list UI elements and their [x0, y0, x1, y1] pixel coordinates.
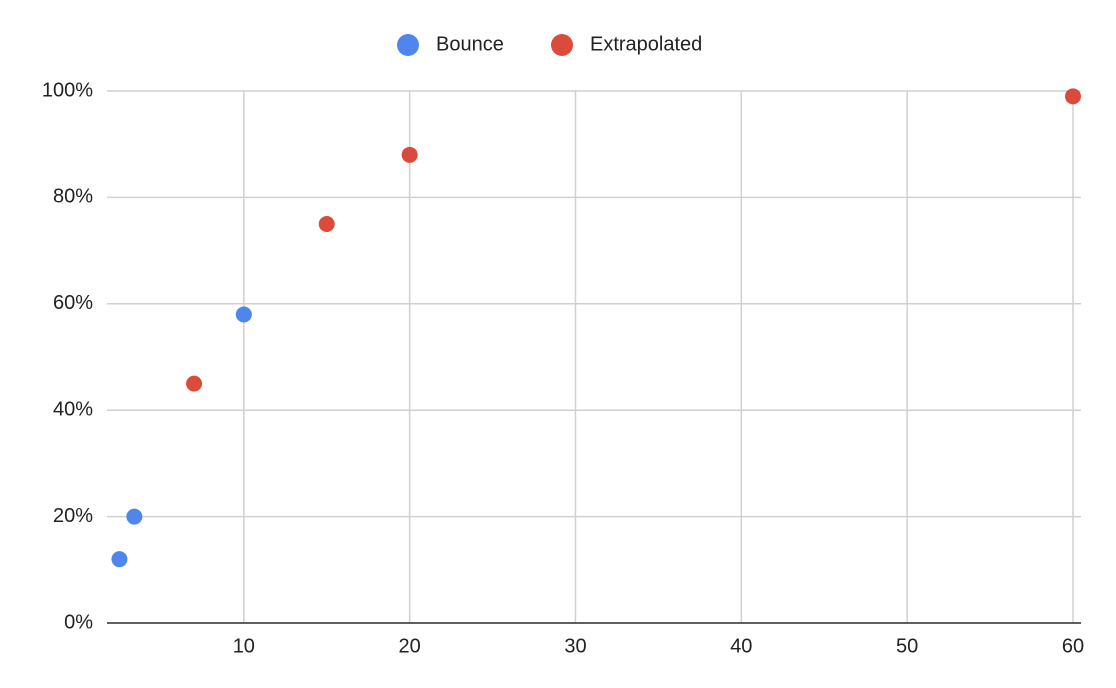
x-tick-label: 30: [564, 635, 586, 657]
y-tick-label: 100%: [42, 79, 93, 101]
point: [235, 306, 252, 323]
point: [126, 508, 143, 525]
point: [401, 146, 418, 163]
legend-label: Bounce: [436, 33, 504, 55]
point: [318, 216, 335, 232]
y-tick-label: 0%: [64, 611, 93, 633]
point: [111, 551, 128, 568]
y-tick-label: 80%: [53, 186, 93, 208]
legend-label: Extrapolated: [590, 33, 702, 55]
legend-marker: [551, 34, 573, 56]
x-tick-label: 40: [730, 635, 752, 657]
x-tick-label: 50: [896, 635, 918, 657]
x-tick-label: 20: [399, 635, 421, 657]
y-tick-label: 40%: [53, 398, 93, 420]
legend-marker: [397, 34, 419, 56]
x-tick-label: 10: [233, 635, 255, 657]
x-tick-label: 60: [1062, 635, 1084, 657]
point: [186, 375, 203, 392]
y-tick-label: 60%: [53, 292, 93, 314]
y-tick-label: 20%: [53, 505, 93, 527]
point: [1065, 88, 1081, 105]
